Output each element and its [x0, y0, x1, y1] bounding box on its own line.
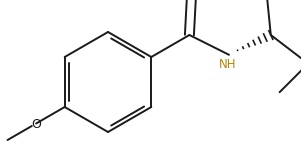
- Text: NH: NH: [219, 58, 237, 71]
- Text: O: O: [31, 118, 41, 131]
